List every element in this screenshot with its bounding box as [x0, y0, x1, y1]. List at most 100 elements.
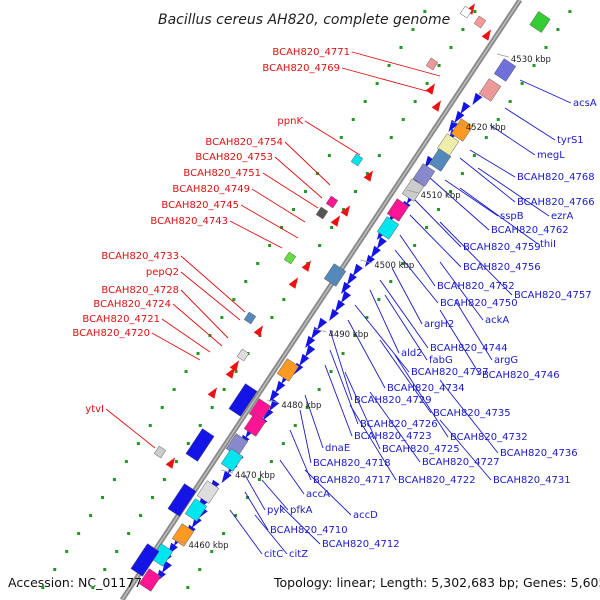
reverse-gene-arrow [460, 101, 471, 114]
reverse-gene-arrow [472, 92, 483, 105]
position-dot [148, 424, 152, 427]
forward-label-bcah820-4769: BCAH820_4769 [262, 63, 340, 74]
reverse-gene-arrow [299, 353, 310, 366]
forward-gene-arrow-3 [431, 100, 442, 112]
position-dot [423, 10, 427, 13]
reverse-gene-arrow [340, 281, 351, 294]
position-dot [305, 406, 309, 409]
kbp-tick-mark [496, 53, 509, 58]
position-dot [389, 280, 393, 283]
position-dot [103, 568, 107, 571]
reverse-leader-36 [279, 459, 305, 495]
kbp-tick-label: 4500 kbp [374, 261, 414, 271]
position-dot [293, 424, 297, 427]
position-dot [508, 100, 512, 103]
position-dot [387, 64, 391, 67]
forward-block-2 [425, 57, 439, 71]
position-dot [210, 550, 214, 553]
forward-leader-6 [251, 188, 306, 223]
gene-block-0 [493, 58, 517, 82]
reverse-label-bcah820-4734: BCAH820_4734 [387, 383, 465, 394]
position-dot [222, 532, 226, 535]
kbp-tick-label: 4520 kbp [466, 123, 506, 133]
forward-block-0 [459, 5, 473, 19]
reverse-label-dnae: dnaE [325, 443, 350, 454]
position-dot [53, 568, 57, 571]
forward-gene-arrow-7 [301, 260, 312, 272]
forward-block-4 [325, 195, 339, 209]
reverse-gene-arrow [346, 272, 357, 285]
map-title: Bacillus cereus AH820, complete genome [158, 12, 450, 28]
position-dot [269, 460, 273, 463]
position-dot [532, 64, 536, 67]
reverse-leader-27 [324, 364, 353, 437]
reverse-label-bcah820-4735: BCAH820_4735 [433, 408, 511, 419]
reverse-leader-19 [454, 299, 493, 361]
genome-summary-text: Topology: linear; Length: 5,302,683 bp; … [273, 575, 600, 590]
reverse-leader-28 [344, 371, 381, 450]
position-dot [365, 172, 369, 175]
position-dot [174, 460, 178, 463]
reverse-leader-0 [519, 79, 572, 104]
gene-block-19 [138, 568, 162, 592]
reverse-label-bcah820-4723: BCAH820_4723 [354, 431, 432, 442]
position-dot [89, 514, 93, 517]
forward-label-bcah820-4754: BCAH820_4754 [205, 137, 283, 148]
forward-gene-arrow-11 [229, 360, 240, 372]
reverse-leader-25 [329, 349, 359, 425]
position-dot [353, 334, 357, 337]
position-dot [282, 298, 286, 301]
reverse-gene-arrow [221, 470, 232, 483]
position-dot [222, 388, 226, 391]
forward-label-ytvi: ytvI [85, 404, 104, 415]
position-dot [473, 10, 477, 13]
position-dot [198, 568, 202, 571]
reverse-label-sspb: sspB [500, 211, 524, 222]
position-dot [363, 100, 367, 103]
reverse-leader-34 [349, 404, 397, 481]
reverse-label-bcah820-4717: BCAH820_4717 [313, 475, 391, 486]
reverse-leader-13 [394, 249, 439, 304]
reverse-label-bcah820-4726: BCAH820_4726 [360, 419, 438, 430]
kbp-tick-mark [406, 189, 419, 194]
reverse-leader-32 [369, 391, 421, 463]
position-dot [339, 136, 343, 139]
kbp-tick-mark [314, 328, 327, 333]
reverse-label-bcah820-4759: BCAH820_4759 [463, 242, 541, 253]
reverse-leader-22 [347, 319, 386, 389]
large-reverse-gene-0 [228, 383, 258, 417]
reverse-label-bcah820-4731: BCAH820_4731 [493, 475, 571, 486]
position-dot [544, 46, 548, 49]
position-dot [256, 262, 260, 265]
forward-leader-9 [180, 255, 246, 313]
gene-block-9 [323, 263, 347, 287]
position-dot [184, 370, 188, 373]
reverse-leader-8 [459, 187, 539, 245]
forward-label-bcah820-4733: BCAH820_4733 [101, 251, 179, 262]
position-dot [401, 118, 405, 121]
reverse-gene-arrow [275, 380, 286, 393]
position-dot [280, 226, 284, 229]
position-dot [112, 478, 116, 481]
kbp-tick-mark [451, 121, 464, 126]
position-dot [151, 496, 155, 499]
kbp-tick-label: 4510 kbp [421, 191, 461, 201]
reverse-gene-arrow [305, 335, 316, 348]
reverse-label-acka: ackA [485, 315, 509, 326]
position-dot [257, 478, 261, 481]
position-dot [41, 586, 45, 589]
position-dot [136, 442, 140, 445]
forward-leader-13 [161, 318, 211, 353]
position-dot [484, 136, 488, 139]
position-dot [101, 496, 105, 499]
reverse-gene-arrow [352, 263, 363, 276]
reverse-label-bcah820-4750: BCAH820_4750 [440, 298, 518, 309]
reverse-leader-24 [379, 339, 432, 414]
reverse-label-argh2: argH2 [424, 319, 454, 330]
reverse-label-bcah820-4727: BCAH820_4727 [422, 457, 500, 468]
reverse-leader-42 [229, 509, 263, 555]
reverse-gene-arrow [305, 344, 316, 357]
kbp-tick-label: 4460 kbp [189, 541, 229, 551]
reverse-gene-arrow [311, 326, 322, 339]
label-leader-lines [105, 51, 572, 555]
